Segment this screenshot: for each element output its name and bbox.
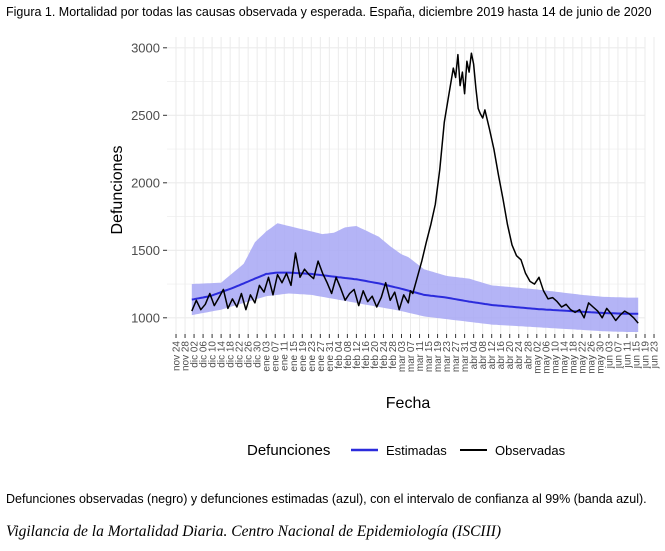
x-tick-label: dic 18 (226, 341, 237, 368)
x-tick-label: may 18 (568, 341, 579, 374)
data-source: Vigilancia de la Mortalidad Diaria. Cent… (6, 523, 502, 540)
confidence-band (191, 223, 639, 332)
x-tick-label: dic 02 (190, 341, 201, 368)
x-tick-label: mar 31 (460, 341, 471, 373)
y-axis-title: Defunciones (109, 146, 126, 235)
x-tick-label: abr 20 (505, 341, 516, 370)
x-tick-label: dic 26 (244, 341, 255, 368)
x-tick-label: jun 15 (631, 341, 642, 370)
x-tick-label: jun 07 (613, 341, 624, 370)
x-tick-label: dic 10 (208, 341, 219, 368)
x-tick-label: mar 03 (397, 341, 408, 373)
x-tick-label: dic 22 (235, 341, 246, 368)
y-tick-label: 2000 (131, 175, 160, 190)
x-tick-label: mar 27 (451, 341, 462, 373)
x-tick-label: ene 03 (262, 341, 273, 372)
x-tick-label: abr 28 (523, 341, 534, 370)
x-tick-label: feb 20 (370, 341, 381, 369)
x-tick-label: may 06 (541, 341, 552, 374)
x-tick-label: may 02 (532, 341, 543, 374)
x-tick-label: feb 12 (352, 341, 363, 369)
x-tick-label: ene 07 (271, 341, 282, 372)
x-tick-label: mar 07 (406, 341, 417, 373)
x-tick-label: ene 19 (298, 341, 309, 372)
x-tick-label: may 30 (595, 341, 606, 374)
x-tick-label: feb 08 (343, 341, 354, 369)
x-tick-label: abr 24 (514, 341, 525, 370)
estimated-line (191, 271, 639, 315)
y-axis: 1000 1500 2000 2500 3000 (131, 40, 167, 325)
x-tick-label: dic 14 (217, 341, 228, 368)
x-tick-label: mar 11 (415, 341, 426, 372)
figure-title: Figura 1. Mortalidad por todas las causa… (6, 5, 652, 19)
x-tick-label: may 10 (550, 341, 561, 374)
x-tick-label: may 22 (577, 341, 588, 374)
y-tick-label: 3000 (131, 40, 160, 55)
x-tick-label: ene 15 (289, 341, 300, 372)
legend-observed-label: Observadas (495, 443, 566, 458)
x-tick-label: ene 27 (316, 341, 327, 372)
x-tick-label: mar 15 (424, 341, 435, 373)
x-tick-label: ene 11 (280, 341, 291, 371)
x-tick-label: dic 06 (199, 341, 210, 368)
x-tick-label: dic 30 (253, 341, 264, 368)
y-tick-label: 2500 (131, 108, 160, 123)
x-tick-label: jun 11 (622, 341, 633, 369)
x-tick-label: ene 31 (325, 341, 336, 372)
x-tick-label: mar 23 (442, 341, 453, 373)
x-tick-label: abr 12 (487, 341, 498, 370)
observed-line (191, 52, 639, 324)
x-tick-label: jun 03 (604, 341, 615, 370)
legend: Defunciones Estimadas Observadas (247, 442, 566, 459)
y-tick-label: 1500 (131, 243, 160, 258)
x-tick-label: nov 28 (181, 341, 192, 371)
legend-title: Defunciones (247, 442, 330, 459)
y-tick-label: 1000 (131, 310, 160, 325)
x-tick-label: jun 19 (641, 341, 652, 370)
legend-estimated-label: Estimadas (386, 443, 447, 458)
x-tick-label: abr 08 (478, 341, 489, 370)
x-axis-title: Fecha (386, 395, 431, 412)
x-tick-label: abr 04 (469, 341, 480, 370)
x-tick-label: feb 24 (379, 341, 390, 369)
x-tick-label: nov 24 (172, 341, 183, 371)
x-tick-label: mar 19 (433, 341, 444, 373)
x-tick-label: abr 16 (496, 341, 507, 370)
x-tick-label: may 14 (559, 341, 570, 374)
figure-caption: Defunciones observadas (negro) y defunci… (6, 492, 647, 506)
x-tick-label: ene 23 (307, 341, 318, 372)
x-tick-label: feb 16 (361, 341, 372, 369)
x-tick-label: feb 04 (334, 341, 345, 369)
x-tick-label: feb 28 (388, 341, 399, 369)
x-tick-label: jun 23 (650, 341, 661, 370)
x-tick-label: may 26 (586, 341, 597, 374)
